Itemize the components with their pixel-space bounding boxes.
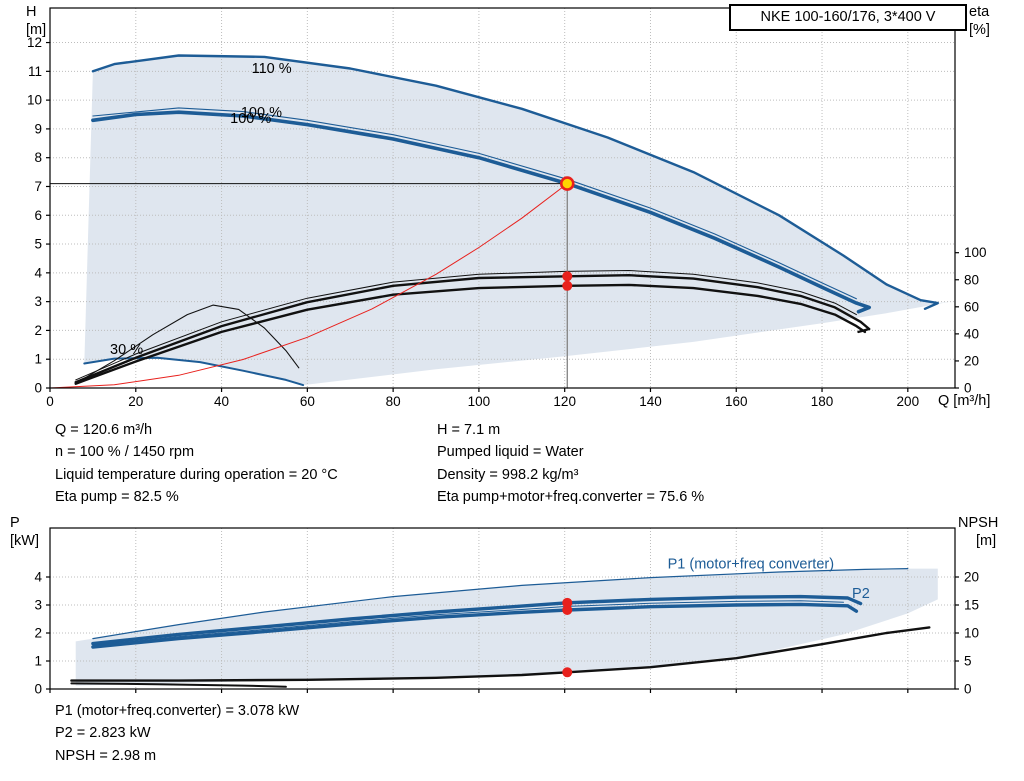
y-tick-label: 3: [34, 598, 42, 613]
y2-tick-label: 40: [964, 326, 979, 341]
y2-tick-label: 20: [964, 570, 979, 585]
y-tick-label: 7: [34, 179, 42, 194]
q-axis-label: Q [m³/h]: [938, 393, 991, 409]
y-tick-label: 4: [34, 570, 42, 585]
x-tick-label: 60: [300, 394, 315, 409]
curve-label: P2: [852, 586, 870, 602]
y-tick-label: 6: [34, 208, 42, 223]
result-values: P1 (motor+freq.converter) = 3.078 kW P2 …: [55, 700, 299, 767]
y-tick-label: 4: [34, 265, 42, 280]
curve-point-marker: [562, 280, 573, 291]
curve-label: 110 %: [252, 61, 292, 77]
affinity-parabola: [49, 183, 568, 389]
p2-result-text: P2 = 2.823 kW: [55, 725, 151, 742]
y2-tick-label: 20: [964, 353, 979, 368]
y-tick-label: 2: [34, 626, 42, 641]
y-tick-label: 8: [34, 150, 42, 165]
curve-point-marker: [562, 604, 573, 615]
y-tick-label: 1: [34, 654, 42, 669]
eta-axis-label: eta [%]: [969, 4, 990, 39]
plot-border: [49, 527, 956, 690]
x-tick-label: 100: [468, 394, 491, 409]
liquid-temperature-text: Liquid temperature during operation = 20…: [55, 466, 338, 483]
operating-conditions-right: H = 7.1 m Pumped liquid = Water Density …: [437, 419, 704, 509]
curve-110-percent: [91, 54, 939, 310]
x-tick-label: 120: [553, 394, 576, 409]
y2-tick-label: 0: [964, 682, 972, 697]
curve-label: 100 %: [230, 111, 271, 127]
eta-total-text: Eta pump+motor+freq.converter = 75.6 %: [437, 489, 705, 506]
eta-total-curve: [74, 283, 867, 385]
pumped-liquid-text: Pumped liquid = Water: [437, 444, 584, 461]
x-tick-label: 200: [897, 394, 920, 409]
y-tick-label: 0: [34, 381, 42, 396]
pump-model-title: NKE 100-160/176, 3*400 V: [729, 4, 967, 31]
curve-100-percent-thin: [92, 107, 857, 300]
y-tick-label: 12: [27, 35, 42, 50]
power-npsh-chart: 0 1 2 3 4 0 5 10 15 20 P1 (motor+freq converter) P2: [34, 527, 979, 697]
y-tick-label: 11: [28, 64, 42, 79]
plot-border: [49, 7, 956, 389]
y2-tick-label: 60: [964, 299, 979, 314]
p1-max-curve: [92, 567, 909, 640]
p2-curve: [91, 602, 859, 649]
x-tick-label: 80: [386, 394, 401, 409]
density-text: Density = 998.2 kg/m³: [437, 466, 579, 483]
npsh-axis-label-line1: NPSH: [958, 515, 999, 531]
eta-pump-text: Eta pump = 82.5 %: [55, 489, 179, 506]
x-tick-label: 20: [128, 394, 143, 409]
eta-pump-curve-thin: [75, 270, 857, 381]
p-axis-label-line1: P: [10, 515, 20, 531]
p-axis-label: P [kW]: [10, 515, 39, 550]
curve-point-marker: [562, 271, 573, 282]
y-tick-label: 9: [34, 121, 42, 136]
p1-result-text: P1 (motor+freq.converter) = 3.078 kW: [55, 703, 300, 719]
curve-label: 30 %: [110, 342, 143, 358]
eta-axis-label-line2: [%]: [969, 21, 990, 38]
hq-chart: 0 20 40 60 80 100 120 140 160 180 2000123456789101…: [27, 7, 987, 409]
flow-value-text: Q = 120.6 m³/h: [55, 422, 153, 438]
y2-tick-label: 0: [964, 381, 972, 396]
head-value-text: H = 7.1 m: [437, 422, 501, 438]
y-tick-label: 10: [27, 93, 42, 108]
curve-label: 100 %: [241, 105, 282, 121]
y2-tick-label: 10: [964, 626, 979, 641]
p2-thin-curve: [92, 600, 844, 646]
curve-point-marker: [562, 597, 573, 608]
npsh-axis-label-line2: [m]: [976, 532, 997, 549]
npsh-result-text: NPSH = 2.98 m: [55, 747, 157, 764]
h-axis-label: H [m]: [26, 4, 46, 39]
y-tick-label: 3: [34, 294, 42, 309]
y-tick-label: 1: [34, 352, 42, 367]
y2-tick-label: 80: [964, 272, 979, 287]
eta-arc-reduced-speed: [79, 304, 300, 382]
x-tick-label: 180: [811, 394, 834, 409]
y2-tick-label: 5: [964, 654, 972, 669]
y2-tick-label: 15: [964, 598, 979, 613]
x-tick-label: 40: [214, 394, 229, 409]
curve-point-marker: [562, 667, 573, 678]
speed-value-text: n = 100 % / 1450 rpm: [55, 444, 195, 461]
curve-min-speed: [83, 356, 305, 387]
eta-axis-label-line1: eta: [969, 4, 990, 20]
x-tick-label: 0: [46, 394, 54, 409]
operating-conditions-left: Q = 120.6 m³/h n = 100 % / 1450 rpm Liqu…: [55, 419, 338, 509]
curve-label: P1 (motor+freq converter): [668, 557, 834, 573]
operating-envelope: [84, 55, 951, 386]
npsh-axis-label: NPSH [m]: [958, 515, 998, 550]
h-axis-label-line1: H: [26, 4, 37, 20]
duty-point-marker: [559, 176, 575, 191]
y-tick-label: 5: [34, 237, 42, 252]
y-tick-label: 2: [34, 323, 42, 338]
x-tick-label: 160: [725, 394, 748, 409]
y2-tick-label: 100: [964, 245, 987, 260]
p1-curve: [91, 594, 863, 646]
y-tick-label: 0: [34, 682, 42, 697]
p-axis-label-line2: [kW]: [10, 532, 39, 549]
x-tick-label: 140: [639, 394, 662, 409]
reduced-speed-curve: [70, 682, 287, 688]
h-axis-label-line2: [m]: [26, 21, 47, 38]
